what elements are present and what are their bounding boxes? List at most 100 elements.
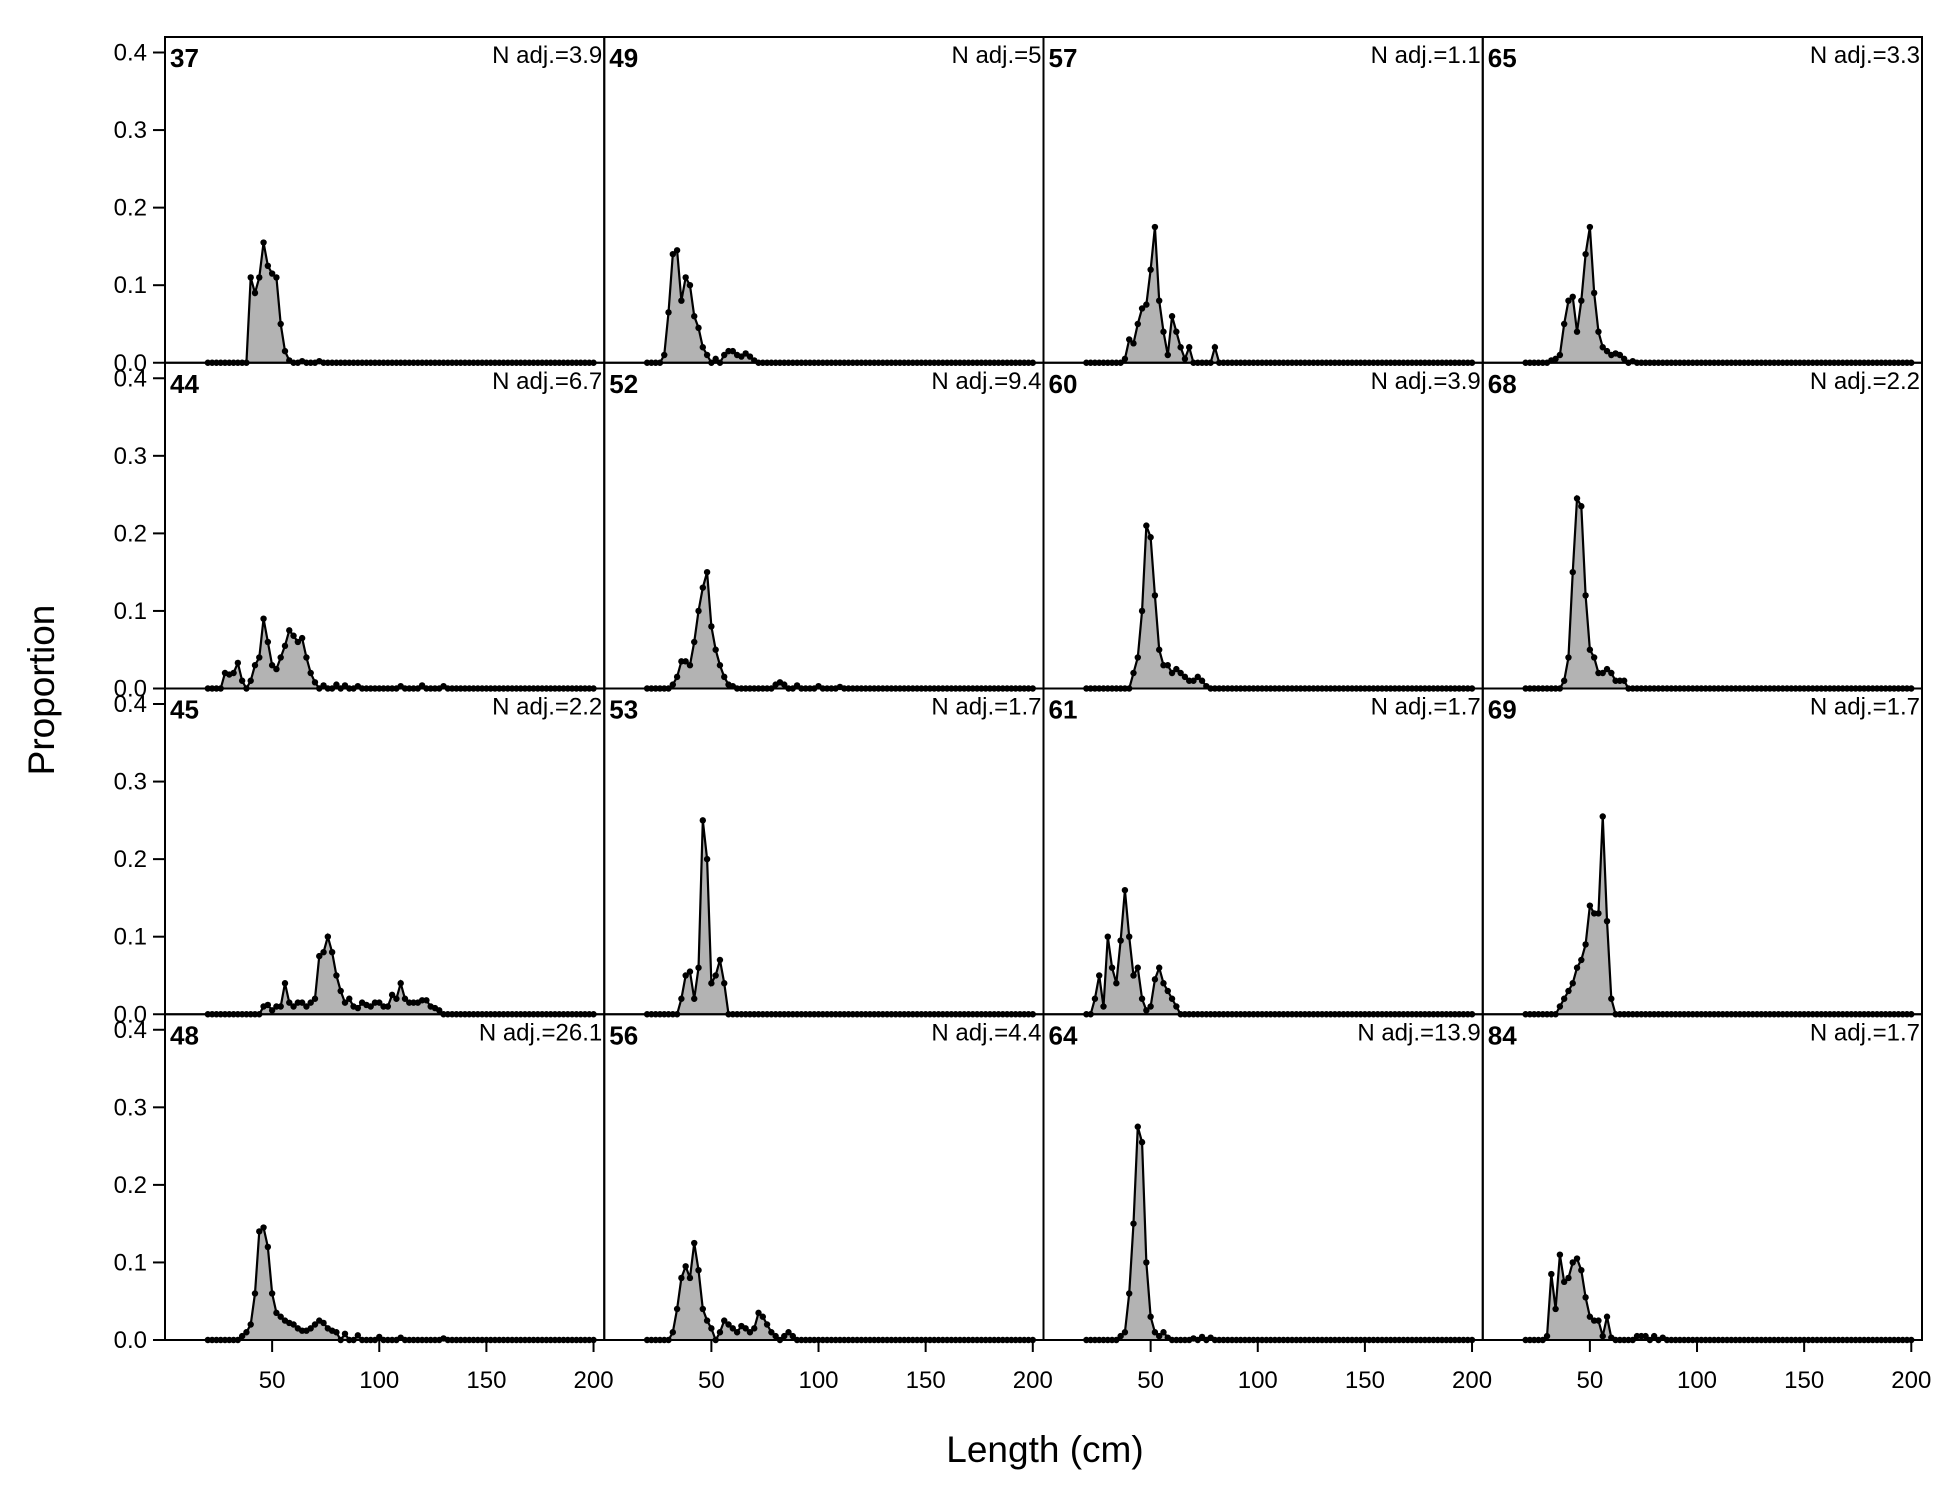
data-point	[1565, 1274, 1572, 1282]
y-tick-label: 0.0	[114, 1327, 147, 1354]
data-point	[1595, 910, 1602, 917]
data-point	[256, 1228, 263, 1235]
data-point	[247, 274, 254, 281]
data-point	[354, 1332, 362, 1339]
data-point	[1573, 328, 1581, 335]
data-point	[1573, 1255, 1581, 1262]
data-point	[1603, 347, 1611, 355]
data-point	[277, 1313, 284, 1320]
data-point	[234, 659, 242, 667]
data-point	[1569, 1259, 1576, 1266]
data-point	[277, 320, 284, 328]
data-point	[789, 1332, 797, 1340]
data-point	[1143, 301, 1150, 308]
data-point	[678, 297, 685, 304]
data-point	[273, 274, 280, 281]
data-point	[1121, 355, 1129, 363]
data-point	[1620, 355, 1628, 363]
data-point	[1091, 995, 1099, 1002]
data-point	[716, 662, 724, 669]
data-point	[1156, 1332, 1163, 1340]
data-point	[1603, 917, 1611, 925]
n-adj-label: N adj.=2.2	[492, 694, 602, 721]
data-point	[307, 1325, 314, 1332]
data-point	[721, 673, 728, 681]
data-point	[1181, 355, 1189, 363]
data-point	[1573, 495, 1581, 502]
data-point	[673, 1305, 681, 1313]
data-point	[238, 677, 246, 684]
y-tick-label: 0.3	[114, 117, 147, 144]
data-point	[1138, 995, 1146, 1002]
data-point	[1134, 654, 1141, 661]
data-point	[716, 1329, 724, 1336]
data-point	[1569, 568, 1576, 576]
panel-border-60	[1042, 361, 1484, 690]
data-point	[281, 642, 289, 650]
data-point	[303, 654, 310, 661]
area-fill-61	[1086, 890, 1473, 1015]
data-point	[393, 995, 400, 1002]
data-point	[1650, 1332, 1658, 1340]
panel-37: 37 N adj.=3.9	[164, 36, 606, 366]
x-tick-label: 150	[466, 1367, 506, 1394]
n-adj-label: N adj.=1.7	[931, 694, 1041, 721]
data-point	[1616, 351, 1624, 359]
panel-border-45	[164, 687, 606, 1016]
data-point	[755, 1309, 762, 1317]
data-point	[1608, 669, 1615, 677]
data-point	[1582, 941, 1589, 948]
y-tick-label: 0.4	[114, 40, 147, 67]
data-point	[1151, 223, 1159, 231]
n-adj-label: N adj.=4.4	[931, 1019, 1041, 1046]
data-point	[733, 1329, 741, 1336]
data-point	[1578, 297, 1585, 304]
data-point	[286, 627, 293, 634]
n-adj-label: N adj.=2.2	[1810, 368, 1920, 395]
data-point	[1211, 344, 1219, 351]
n-adj-label: N adj.=26.1	[479, 1019, 602, 1046]
data-point	[1595, 328, 1602, 335]
panel-label: 57	[1049, 43, 1078, 73]
data-point	[751, 1325, 758, 1332]
data-point	[1177, 344, 1184, 351]
data-point	[1560, 1278, 1568, 1286]
data-point	[264, 1243, 272, 1251]
data-point	[320, 949, 327, 956]
data-point	[1548, 1270, 1555, 1278]
data-point	[673, 247, 681, 254]
x-tick-label: 50	[1577, 1367, 1604, 1394]
data-point	[324, 933, 332, 940]
x-tick-label: 200	[1452, 1367, 1492, 1394]
data-point	[768, 1329, 775, 1336]
n-adj-label: N adj.=9.4	[931, 368, 1041, 395]
data-point	[1138, 607, 1146, 615]
x-tick-label: 200	[1891, 1367, 1931, 1394]
data-point	[746, 1329, 754, 1336]
y-tick-label: 0.1	[114, 924, 147, 951]
data-point	[1560, 677, 1568, 684]
data-point	[721, 1317, 728, 1324]
panel-border-65	[1481, 36, 1923, 364]
data-point	[436, 1007, 443, 1014]
data-point	[320, 1319, 327, 1327]
data-point	[1156, 297, 1163, 304]
data-point	[678, 995, 685, 1002]
data-point	[268, 662, 276, 669]
data-point	[691, 638, 698, 646]
x-tick-label: 100	[359, 1367, 399, 1394]
data-point	[367, 1003, 374, 1010]
data-point	[281, 347, 289, 355]
data-point	[264, 638, 272, 646]
data-point	[1151, 976, 1159, 983]
panel-border-68	[1481, 361, 1923, 690]
n-adj-label: N adj.=13.9	[1357, 1019, 1480, 1046]
data-point	[251, 662, 259, 669]
data-point	[725, 1321, 732, 1328]
data-point	[708, 623, 715, 630]
panel-label: 84	[1488, 1020, 1517, 1050]
x-tick-label: 100	[1677, 1367, 1717, 1394]
x-tick-label: 100	[1238, 1367, 1278, 1394]
panel-border-52	[603, 361, 1045, 690]
data-point	[256, 654, 263, 661]
